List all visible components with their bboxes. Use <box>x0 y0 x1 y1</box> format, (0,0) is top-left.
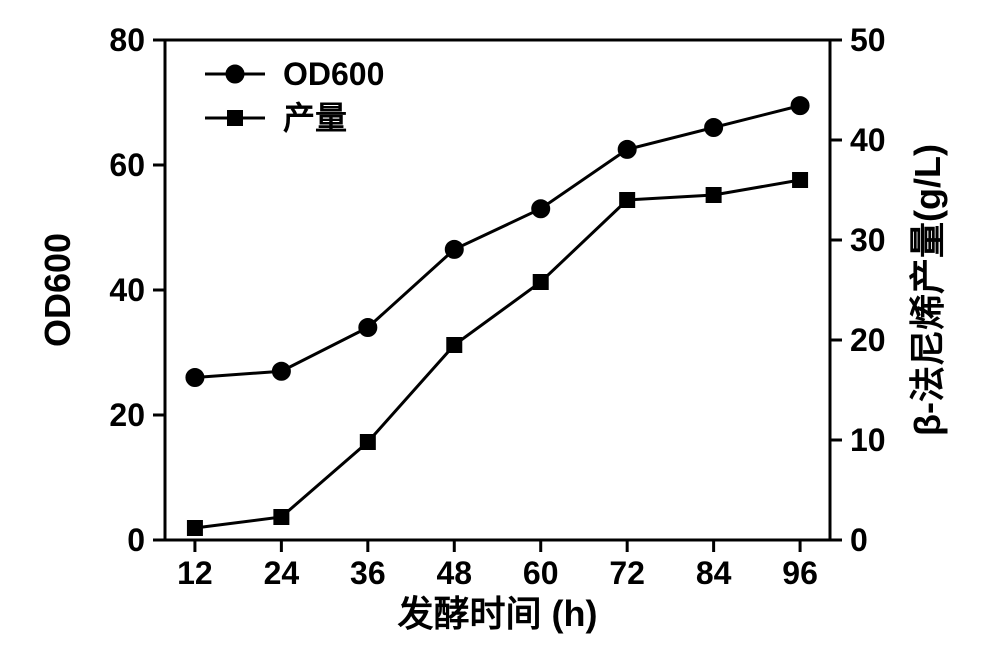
marker-square <box>706 188 721 203</box>
marker-square <box>620 193 635 208</box>
y-right-axis-label: β-法尼烯产量(g/L) <box>907 144 948 436</box>
x-tick-label: 84 <box>696 555 732 591</box>
y-left-tick-label: 40 <box>109 272 145 308</box>
y-left-tick-label: 0 <box>127 522 145 558</box>
y-right-tick-label: 50 <box>850 22 886 58</box>
y-left-tick-label: 60 <box>109 147 145 183</box>
chart-svg: 12 24 36 48 60 72 84 96 发酵时间 (h) 0 20 40 60 80 OD600 0 1… <box>0 0 1000 652</box>
y-left-tick-label: 80 <box>109 22 145 58</box>
marker-square <box>360 435 375 450</box>
marker-square <box>533 275 548 290</box>
marker-circle <box>791 97 809 115</box>
legend-label: 产量 <box>283 100 347 136</box>
x-tick-label: 12 <box>177 555 213 591</box>
marker-square <box>447 338 462 353</box>
y-right-tick-label: 30 <box>850 222 886 258</box>
y-right-tick-label: 0 <box>850 522 868 558</box>
marker-circle <box>186 369 204 387</box>
series-line-OD600 <box>195 106 800 378</box>
marker-circle <box>618 140 636 158</box>
plot-border <box>165 40 830 540</box>
x-tick-label: 24 <box>264 555 300 591</box>
marker-square <box>187 521 202 536</box>
y-right-tick-label: 20 <box>850 322 886 358</box>
marker-circle <box>445 240 463 258</box>
x-tick-label: 48 <box>436 555 472 591</box>
x-axis-label: 发酵时间 (h) <box>398 593 598 634</box>
marker-square <box>793 173 808 188</box>
y-right-tick-label: 10 <box>850 422 886 458</box>
x-tick-label: 60 <box>523 555 559 591</box>
marker-circle <box>705 119 723 137</box>
marker-circle <box>272 362 290 380</box>
series-line-产量 <box>195 180 800 528</box>
x-tick-label: 72 <box>609 555 645 591</box>
y-left-tick-label: 20 <box>109 397 145 433</box>
marker-circle <box>359 319 377 337</box>
x-tick-label: 36 <box>350 555 386 591</box>
y-right-tick-label: 40 <box>850 122 886 158</box>
y-left-axis-label: OD600 <box>37 233 78 347</box>
chart-container: 12 24 36 48 60 72 84 96 发酵时间 (h) 0 20 40 60 80 OD600 0 1… <box>0 0 1000 652</box>
marker-square <box>274 510 289 525</box>
legend-marker-circle <box>226 65 244 83</box>
legend-marker-square <box>228 111 243 126</box>
legend-label: OD600 <box>283 56 384 92</box>
x-tick-label: 96 <box>782 555 818 591</box>
marker-circle <box>532 200 550 218</box>
